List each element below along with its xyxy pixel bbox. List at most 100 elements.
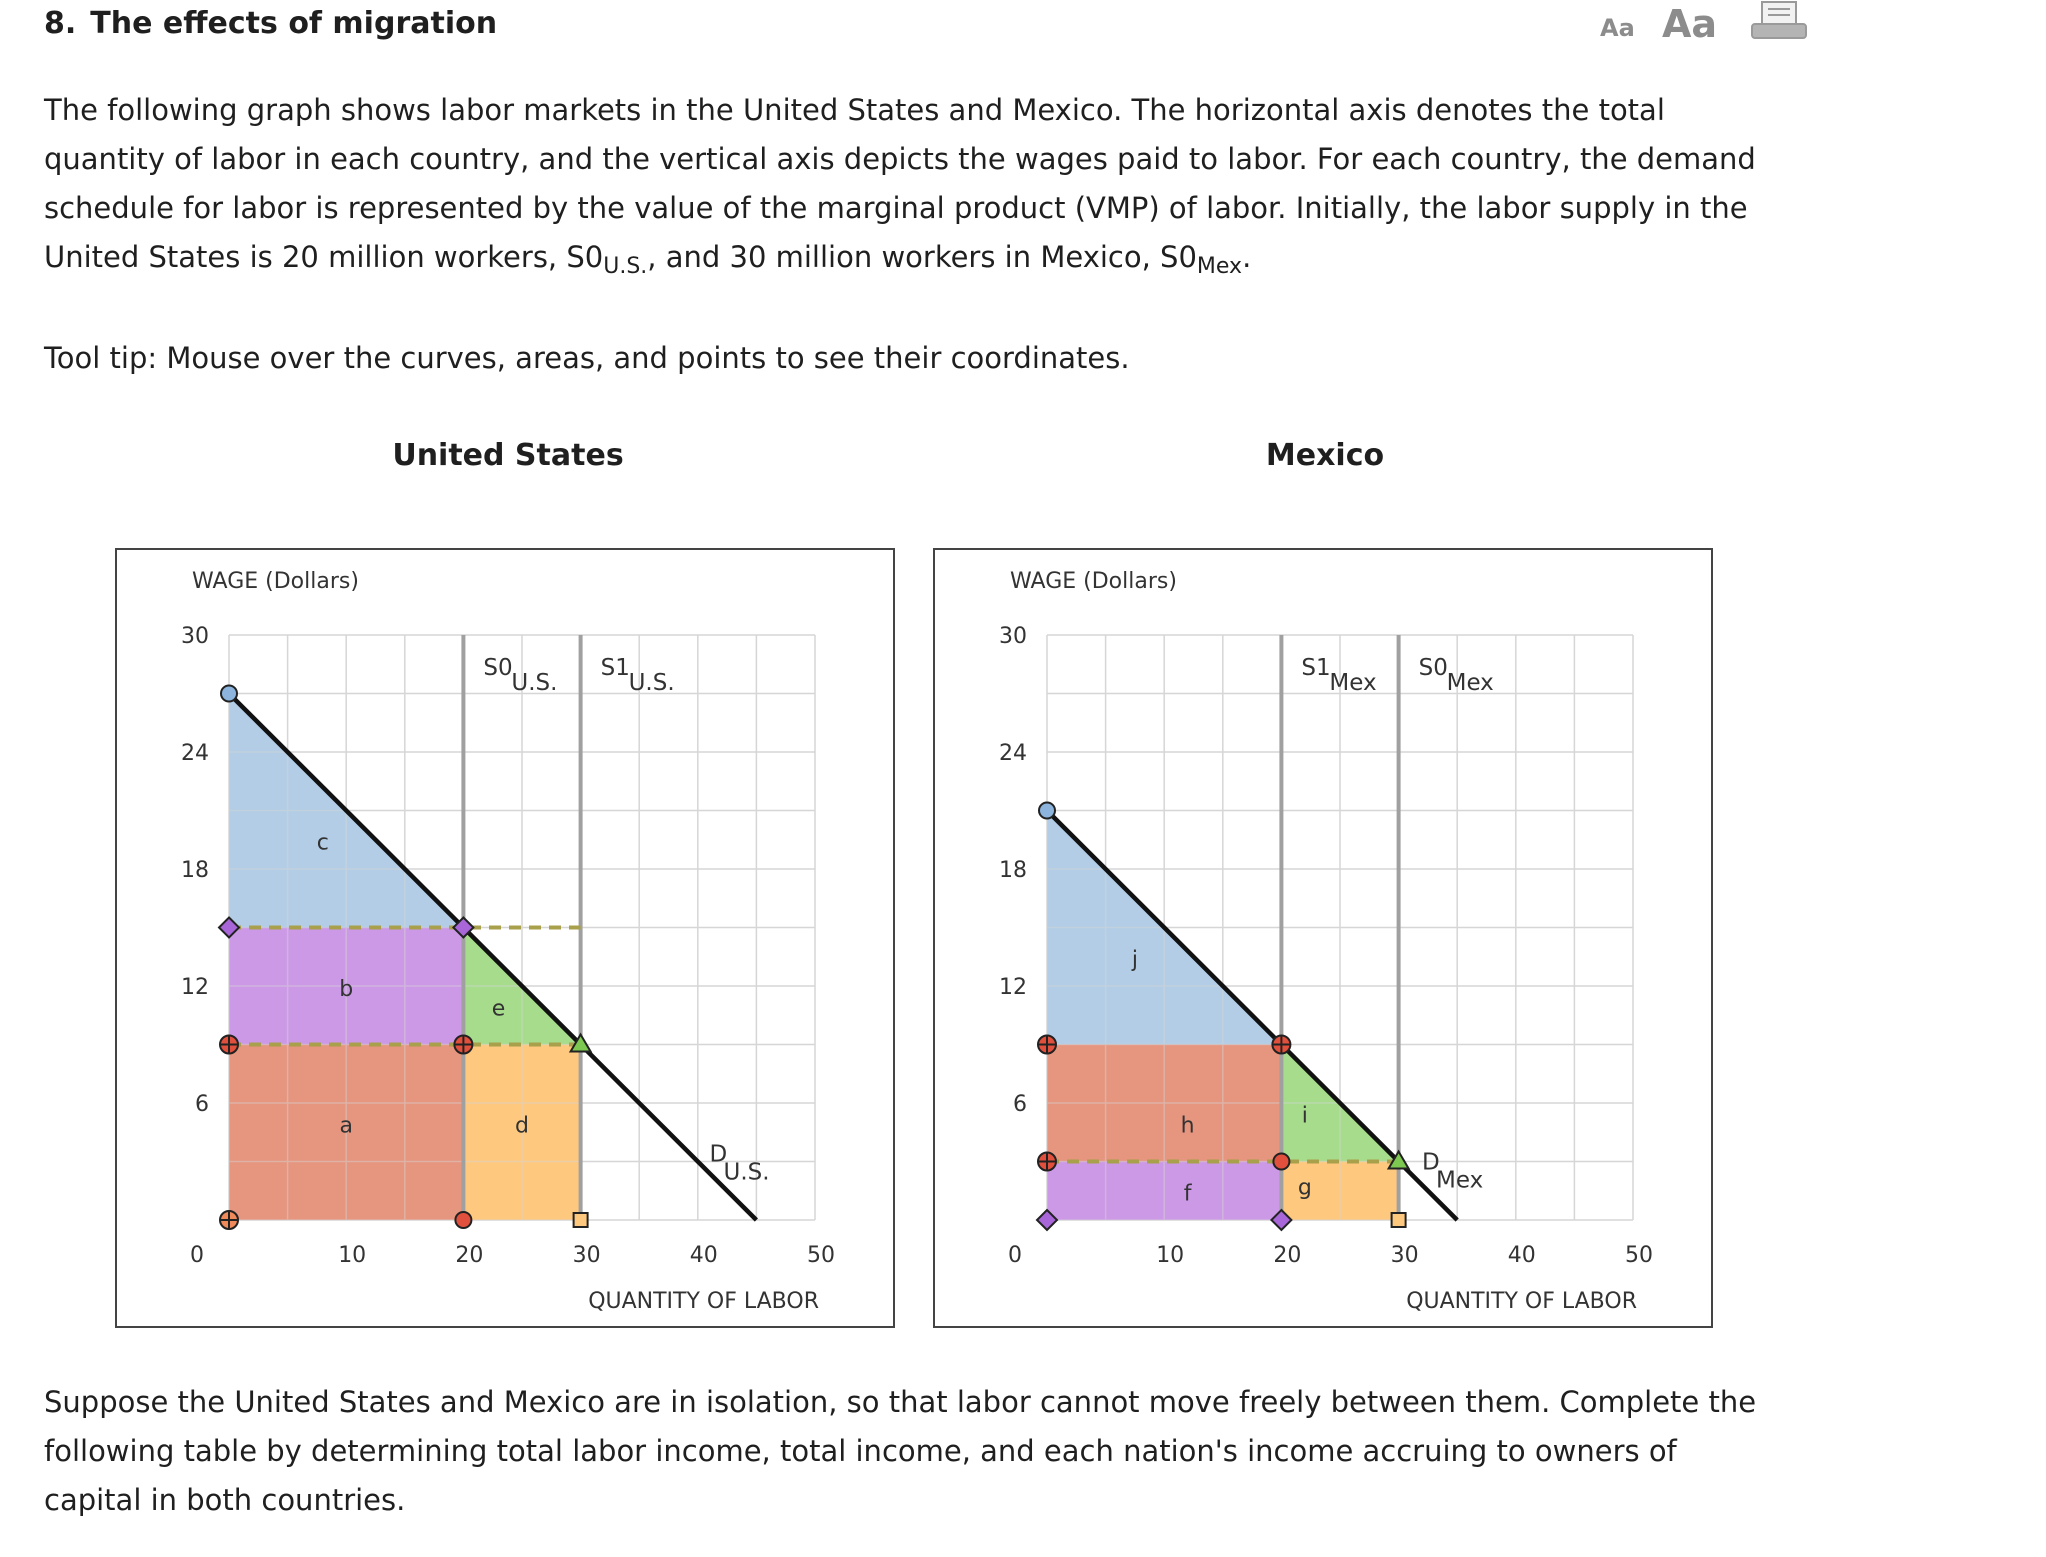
mexico-demand-curve[interactable] <box>1045 808 1459 1222</box>
mexico-area-label-h: h <box>1181 1113 1195 1138</box>
mexico-y-axis-label: WAGE (Dollars) <box>1010 569 1177 594</box>
mexico-area-overlay-g <box>1281 1161 1399 1220</box>
toolbar: Aa Aa <box>1590 0 1810 50</box>
mexico-point-triangle[interactable] <box>1386 1149 1411 1170</box>
us-x-tick-label: 20 <box>455 1243 483 1268</box>
mexico-area-label-i: i <box>1302 1104 1308 1129</box>
mexico-supply-label-s0: S0 <box>1419 655 1448 681</box>
mexico-point-diamond[interactable] <box>1269 1208 1293 1232</box>
us-y-tick-label: 6 <box>195 1092 209 1117</box>
us-x-tick-label: 10 <box>338 1243 366 1268</box>
us-supply-sub-s0: U.S. <box>511 670 557 696</box>
print-icon[interactable] <box>1750 0 1808 40</box>
mexico-area-overlay-h <box>1047 1044 1282 1162</box>
outro-line: following table by determining total lab… <box>44 1434 1677 1468</box>
us-point-cross[interactable] <box>219 1210 239 1230</box>
us-supply-label-s1: S1 <box>601 655 630 681</box>
mexico-x-tick-label: 10 <box>1156 1243 1184 1268</box>
intro-paragraph: The following graph shows labor markets … <box>44 86 1804 282</box>
us-labor-market-chart: S0 U.S. S1 U.S. D U.S. c b e a d WAGE (Dollars) QUAN… <box>115 548 895 1328</box>
us-area-label-a: a <box>339 1113 352 1138</box>
us-area-label-d: d <box>515 1113 529 1138</box>
mexico-area-overlay-j <box>1047 810 1282 1045</box>
intro-line: United States is 20 million workers, S0U… <box>44 233 1804 282</box>
us-demand-sub: U.S. <box>724 1160 770 1186</box>
font-size-large-button[interactable]: Aa <box>1662 2 1718 46</box>
us-x-tick-label: 40 <box>690 1243 718 1268</box>
us-supply-label-s0: S0 <box>483 655 512 681</box>
mexico-point-diamond[interactable] <box>1035 1208 1059 1232</box>
mexico-supply-sub-s1: Mex <box>1329 670 1376 696</box>
mexico-x-axis-label: QUANTITY OF LABOR <box>1406 1289 1637 1314</box>
font-size-small-button[interactable]: Aa <box>1600 14 1635 42</box>
us-y-tick-label: 24 <box>181 741 209 766</box>
intro-text: United States is 20 million workers, S0 <box>44 240 604 274</box>
mexico-x-tick-label: 50 <box>1625 1243 1653 1268</box>
us-x-axis-label: QUANTITY OF LABOR <box>588 1289 819 1314</box>
mexico-y-tick-label: 30 <box>999 624 1027 649</box>
us-area-label-c: c <box>317 831 329 856</box>
mexico-point-cross[interactable] <box>1037 1151 1057 1172</box>
intro-line: The following graph shows labor markets … <box>44 93 1665 127</box>
mexico-point-cross[interactable] <box>1271 1034 1292 1055</box>
intro-line: quantity of labor in each country, and t… <box>44 142 1756 176</box>
chart-title-us: United States <box>392 438 624 473</box>
intro-text: . <box>1242 240 1252 274</box>
mexico-point-square[interactable] <box>1390 1212 1407 1228</box>
mexico-point-circle[interactable] <box>1038 801 1056 820</box>
mexico-x-tick-label: 20 <box>1273 1243 1301 1268</box>
intro-subscript: U.S. <box>603 254 648 279</box>
us-point-cross[interactable] <box>219 1034 239 1055</box>
us-point-circle[interactable] <box>454 1211 473 1229</box>
outro-paragraph: Suppose the United States and Mexico are… <box>44 1378 1804 1525</box>
us-demand-label: D <box>710 1142 728 1168</box>
outro-line: capital in both countries. <box>44 1483 406 1517</box>
mexico-area-label-g: g <box>1298 1176 1312 1201</box>
mexico-demand-label: D <box>1422 1149 1440 1175</box>
mexico-point-circle[interactable] <box>1272 1152 1291 1171</box>
us-y-axis-label: WAGE (Dollars) <box>192 569 359 594</box>
mexico-y-tick-label: 12 <box>999 975 1027 1000</box>
us-origin-label: 0 <box>190 1243 204 1268</box>
us-supply-sub-s1: U.S. <box>629 670 675 696</box>
mexico-y-tick-label: 18 <box>999 858 1027 883</box>
us-point-diamond[interactable] <box>217 916 241 939</box>
us-y-tick-label: 18 <box>181 858 209 883</box>
mexico-labor-market-chart: S1 Mex S0 Mex D Mex j h i f g WAGE (Dollars) QUANTIT… <box>933 548 1713 1328</box>
us-point-triangle[interactable] <box>568 1032 593 1053</box>
mexico-supply-sub-s0: Mex <box>1447 670 1494 696</box>
us-point-circle[interactable] <box>220 684 238 703</box>
us-area-overlay-d <box>463 1044 581 1220</box>
tooltip-hint: Tool tip: Mouse over the curves, areas, … <box>44 341 1130 375</box>
mexico-demand-sub: Mex <box>1436 1167 1483 1193</box>
outro-line: Suppose the United States and Mexico are… <box>44 1385 1757 1419</box>
us-point-diamond[interactable] <box>451 916 475 939</box>
us-point-square[interactable] <box>572 1212 589 1228</box>
intro-subscript: Mex <box>1196 254 1243 279</box>
mexico-origin-label: 0 <box>1008 1243 1022 1268</box>
us-area-label-e: e <box>492 996 506 1021</box>
intro-text: , and 30 million workers in Mexico, S0 <box>647 240 1197 274</box>
us-area-overlay-b <box>229 927 464 1045</box>
mexico-area-label-j: j <box>1131 948 1138 973</box>
us-x-tick-label: 50 <box>807 1243 835 1268</box>
us-point-cross[interactable] <box>453 1034 474 1055</box>
us-y-tick-label: 12 <box>181 975 209 1000</box>
us-area-overlay-a <box>229 1044 464 1220</box>
chart-title-mexico: Mexico <box>1265 438 1385 473</box>
mexico-y-tick-label: 24 <box>999 741 1027 766</box>
question-number: 8. <box>44 6 77 41</box>
question-title: 8. The effects of migration <box>44 6 497 41</box>
us-demand-curve[interactable] <box>227 691 758 1222</box>
mexico-area-overlay-f <box>1047 1161 1282 1220</box>
mexico-area-label-f: f <box>1184 1182 1193 1207</box>
us-area-label-b: b <box>339 977 353 1002</box>
mexico-x-tick-label: 30 <box>1391 1243 1419 1268</box>
us-x-tick-label: 30 <box>573 1243 601 1268</box>
question-title-text: The effects of migration <box>90 6 498 41</box>
mexico-point-cross[interactable] <box>1037 1034 1057 1055</box>
mexico-x-tick-label: 40 <box>1508 1243 1536 1268</box>
intro-line: schedule for labor is represented by the… <box>44 191 1748 225</box>
